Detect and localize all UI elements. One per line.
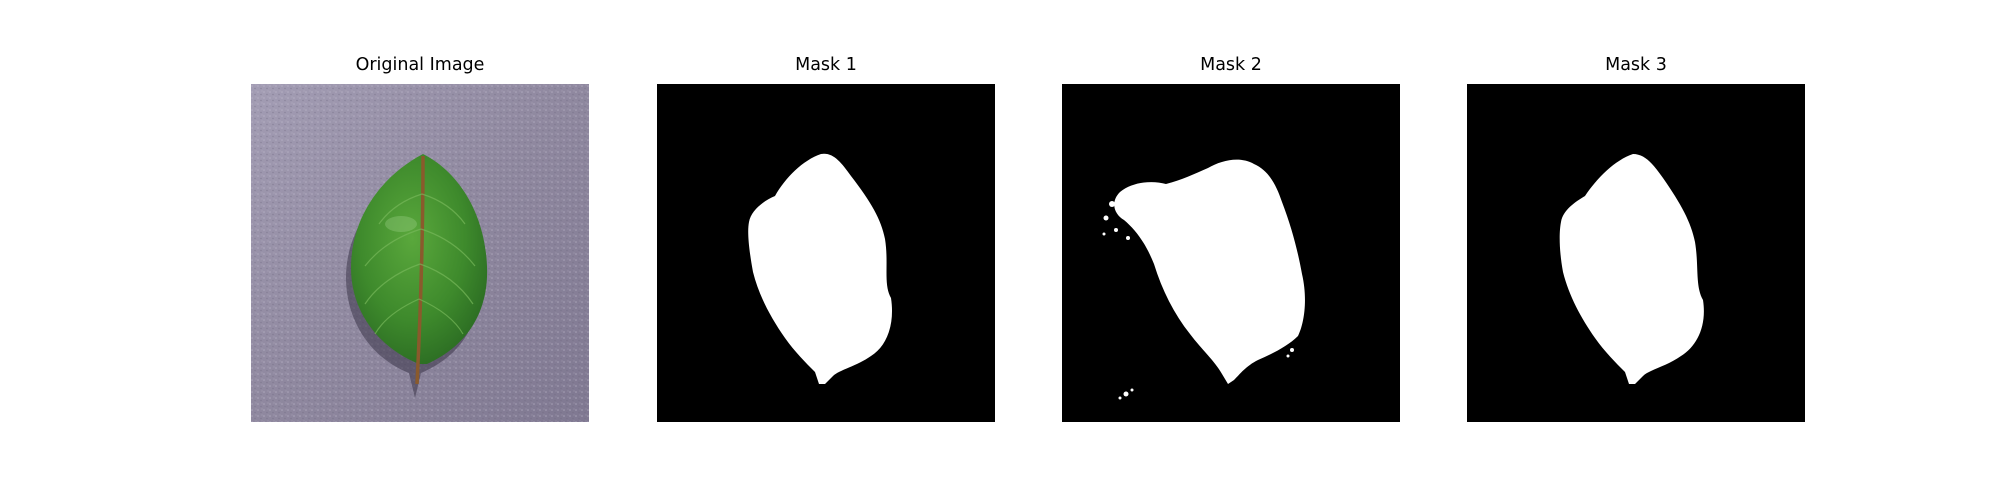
panel-mask-3: Mask 3 [1467,55,1805,425]
mask-1-image [657,84,995,422]
panel-mask-2: Mask 2 [1062,55,1400,425]
mask-region [1114,159,1305,384]
panel-mask-1: Mask 1 [657,55,995,425]
leaf-veins [364,193,476,335]
leaf-stem [415,155,425,385]
mask-2-image [1062,84,1400,422]
panel-original-image: Original Image [251,55,589,425]
mask-noise-specks [1102,201,1294,400]
panel-title: Mask 1 [795,55,857,75]
leaf [351,154,488,364]
original-leaf-image [251,84,589,422]
mask-3-image [1467,84,1805,422]
mask-region [748,153,893,384]
panel-title: Mask 3 [1605,55,1667,75]
mask-region [1559,154,1704,384]
panel-title: Original Image [355,55,485,75]
leaf-highlight [385,216,417,232]
panel-title: Mask 2 [1200,55,1262,75]
